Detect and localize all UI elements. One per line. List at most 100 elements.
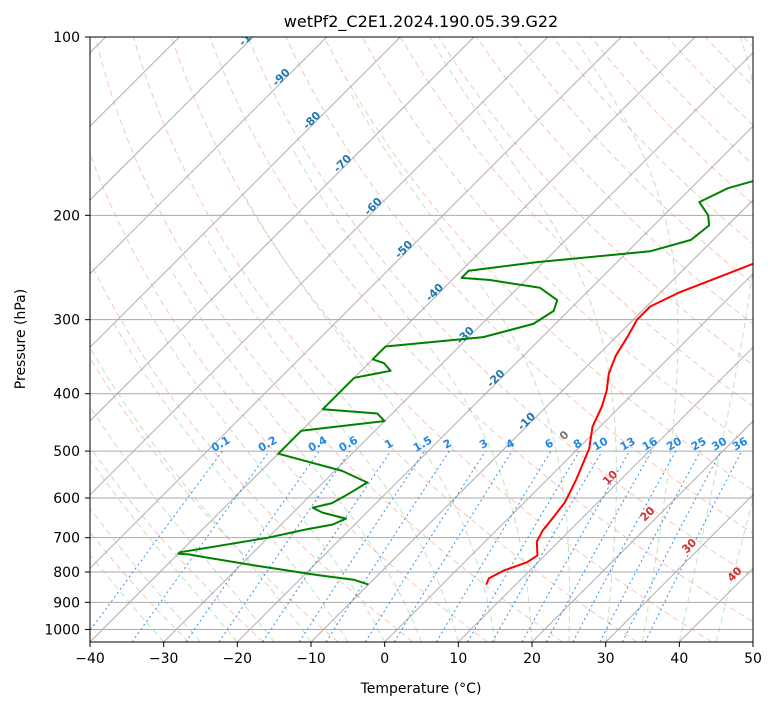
moist-adiabat-label: 40: [725, 564, 745, 584]
mixing-ratio-line: [90, 450, 223, 632]
dry-adiabat-line: [743, 37, 753, 48]
dry-adiabat-line: [285, 37, 753, 535]
moist-adiabat-line: [203, 233, 459, 642]
x-axis-label: Temperature (°C): [360, 681, 482, 697]
x-tick-label: 10: [449, 651, 467, 667]
mixing-ratio-line: [393, 450, 513, 642]
isotherm-label: -10: [515, 410, 538, 433]
dry-adiabat-line: [90, 152, 488, 642]
y-tick-label: 100: [53, 30, 80, 46]
moist-adiabat-label: 10: [600, 468, 620, 488]
dry-adiabat-line: [90, 446, 264, 642]
mixing-ratio-line: [262, 450, 392, 642]
isotherm-label: -80: [300, 109, 323, 132]
x-tick-label: 30: [597, 651, 615, 667]
moist-adiabat-line: [350, 94, 571, 642]
x-tick-label: −20: [223, 651, 253, 667]
temperature-profile-line: [485, 262, 753, 585]
dry-adiabat-line: [209, 37, 753, 623]
mixing-ratio-label: 2: [441, 437, 454, 452]
plot-frame: [89, 36, 754, 643]
moist-adiabat-line: [90, 405, 275, 642]
isotherm-line: [90, 37, 254, 201]
moist-adiabat-line: [90, 507, 201, 642]
isotherm-line: [752, 641, 753, 642]
isotherm-line: [605, 493, 753, 642]
mixing-ratio-line: [599, 450, 701, 642]
isotherm-label: -20: [484, 367, 507, 390]
y-axis-label: Pressure (hPa): [13, 289, 29, 389]
moist-adiabat-line: [169, 267, 422, 642]
x-tick-label: 40: [670, 651, 688, 667]
isotherm-line: [457, 346, 753, 642]
moist-adiabat-line: [139, 297, 386, 642]
isotherm-label: -70: [331, 152, 354, 175]
moist-adiabat-line: [113, 323, 349, 642]
dry-adiabat-line: [704, 37, 753, 87]
moist-adiabat-line: [90, 347, 312, 642]
dry-adiabat-line: [514, 37, 753, 285]
isotherm-line: [384, 272, 753, 642]
mixing-ratio-line: [325, 450, 450, 642]
y-tick-label: 800: [53, 565, 80, 581]
mixing-ratio-line: [467, 450, 580, 642]
mixing-ratio-line: [491, 450, 603, 642]
isotherm-line: [90, 37, 401, 349]
mixing-ratio-line: [131, 450, 270, 642]
isotherm-line: [90, 37, 328, 275]
mixing-ratio-line: [621, 450, 722, 642]
dry-adiabat-line: [90, 260, 414, 642]
dry-adiabat-line: [171, 37, 712, 642]
y-tick-label: 400: [53, 387, 80, 403]
y-tick-label: 600: [53, 491, 80, 507]
mixing-ratio-line: [572, 450, 677, 642]
chart-title: wetPf2_C2E1.2024.190.05.39.G22: [284, 12, 558, 32]
dry-adiabat-line: [90, 356, 339, 642]
y-tick-label: 500: [53, 444, 80, 460]
moist-adiabat-line: [573, 37, 679, 642]
dry-adiabat-line: [247, 37, 753, 578]
moist-adiabat-line: [715, 498, 753, 642]
moist-adiabat-label: 0: [557, 428, 572, 443]
x-tick-label: 20: [523, 651, 541, 667]
x-tick-label: −30: [149, 651, 179, 667]
mixing-ratio-line: [298, 450, 425, 642]
mixing-ratio-line: [364, 450, 486, 642]
mixing-ratio-line: [644, 450, 743, 642]
y-tick-label: 900: [53, 595, 80, 611]
isotherm-line: [90, 37, 549, 496]
isotherm-label: -90: [270, 66, 293, 89]
isotherm-line: [531, 420, 753, 642]
moist-adiabat-line: [90, 458, 238, 642]
isotherm-line: [310, 199, 753, 642]
dry-adiabat-line: [132, 37, 638, 642]
x-tick-label: −10: [296, 651, 326, 667]
dewpoint-profile-line: [177, 180, 753, 586]
y-tick-label: 200: [53, 208, 80, 224]
isotherm-line: [236, 125, 753, 642]
isotherm-line: [90, 37, 475, 422]
moist-adiabat-line: [429, 37, 617, 642]
dry-adiabat-line: [552, 37, 753, 245]
moist-adiabat-label: 20: [638, 504, 658, 524]
dry-adiabat-line: [476, 37, 753, 325]
dry-adiabat-line: [94, 37, 563, 642]
dry-adiabat-line: [437, 37, 753, 366]
isotherm-label: -40: [423, 281, 446, 304]
mixing-ratio-line: [218, 450, 351, 642]
isotherm-line: [90, 37, 696, 642]
mixing-ratio-line: [521, 450, 630, 642]
mixing-ratio-line: [435, 450, 552, 642]
isotherm-label: -100: [236, 20, 265, 49]
x-tick-label: 0: [380, 651, 389, 667]
mixing-ratio-label: 4: [504, 436, 517, 451]
moist-adiabat-line: [90, 553, 165, 642]
mixing-ratio-line: [545, 450, 653, 642]
y-tick-label: 1000: [44, 622, 80, 638]
moist-adiabat-line: [243, 195, 496, 642]
isotherm-label: -50: [392, 238, 415, 261]
y-tick-label: 700: [53, 531, 80, 547]
moist-adiabat-line: [678, 37, 753, 642]
x-tick-label: −40: [75, 651, 105, 667]
moist-adiabat-line: [292, 149, 533, 642]
